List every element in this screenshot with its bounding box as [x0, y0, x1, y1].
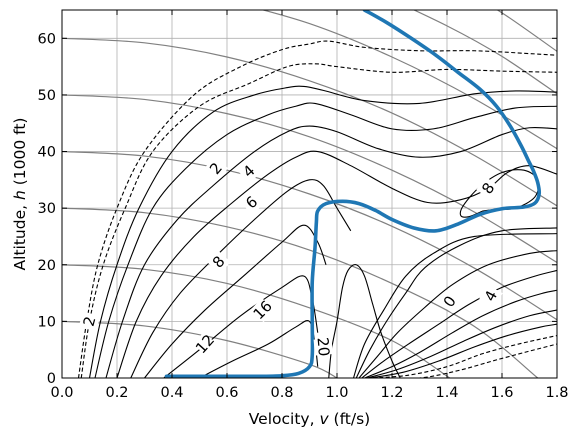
x-tick-label: 0.8: [270, 385, 293, 401]
y-tick-label: 0: [47, 371, 56, 387]
contour-line: [328, 264, 401, 378]
contour-lines: [77, 40, 557, 378]
contour-label-background: [78, 311, 101, 332]
contour-line: [105, 125, 557, 378]
contour-line: [94, 102, 557, 378]
energy-line: [62, 37, 557, 207]
y-tick-label: 30: [38, 201, 56, 217]
contour-label-background: [237, 159, 261, 184]
x-tick-label: 1.0: [325, 385, 348, 401]
contour-line: [367, 309, 557, 378]
x-tick-label: 1.2: [380, 385, 403, 401]
contour-label-background: [192, 332, 218, 356]
energy-line: [62, 94, 557, 264]
y-tick-label: 20: [38, 258, 56, 274]
x-tick-label: 1.4: [435, 385, 458, 401]
contour-label: 20: [313, 337, 333, 358]
contour-label-background: [203, 156, 229, 181]
trajectory-line: [164, 10, 542, 378]
contour-label-background: [437, 289, 462, 314]
energy-line: [62, 207, 539, 378]
energy-line: [496, 10, 557, 52]
contour-line: [369, 323, 557, 378]
plot-frame: [61, 9, 558, 379]
contour-line: [116, 150, 557, 378]
contour-line: [378, 343, 557, 378]
y-tick-label: 40: [38, 145, 56, 161]
contour-line: [77, 40, 557, 378]
x-tick-label: 1.8: [545, 385, 568, 401]
contour-label-background: [206, 249, 231, 274]
energy-line: [62, 320, 338, 378]
contour-label-background: [313, 338, 333, 356]
contour-line: [163, 275, 319, 378]
contour-line: [364, 289, 557, 378]
x-tick-label: 0.6: [215, 385, 238, 401]
x-axis-label: Velocity, v (ft/s): [249, 410, 370, 428]
contour-label-background: [250, 298, 275, 323]
contour-line: [372, 335, 557, 378]
x-tick-label: 1.6: [490, 385, 513, 401]
trajectory-series: [164, 10, 542, 378]
contour-label-background: [239, 190, 264, 215]
y-tick-label: 60: [38, 31, 56, 47]
contour-line: [352, 233, 557, 378]
y-tick-label: 10: [38, 314, 56, 330]
contour-line: [80, 63, 557, 378]
energy-lines: [62, 10, 557, 378]
contour-line: [361, 269, 557, 378]
axis-ticks: 0.0 0.2 0.4 0.6 0.8 1.0 1.2 1.4 1.6 1.8 0 10 20 30 40 5…: [38, 10, 569, 401]
contour-line: [199, 319, 319, 378]
contour-line: [130, 179, 352, 378]
contour-label: 16: [250, 297, 276, 323]
contour-line: [355, 227, 557, 378]
energy-line: [62, 150, 557, 321]
y-axis-label: Altitude, h (1000 ft): [11, 118, 29, 271]
contour-label: 2: [80, 314, 100, 328]
x-tick-label: 0.2: [105, 385, 128, 401]
contour-line: [88, 85, 557, 378]
x-tick-label: 0.4: [160, 385, 183, 401]
contour-label-background: [479, 284, 503, 308]
energy-line: [62, 264, 451, 378]
y-tick-label: 50: [38, 88, 56, 104]
contour-line: [358, 250, 557, 378]
contour-label-background: [476, 176, 501, 201]
energy-line: [412, 10, 557, 95]
x-tick-label: 0.0: [50, 385, 73, 401]
